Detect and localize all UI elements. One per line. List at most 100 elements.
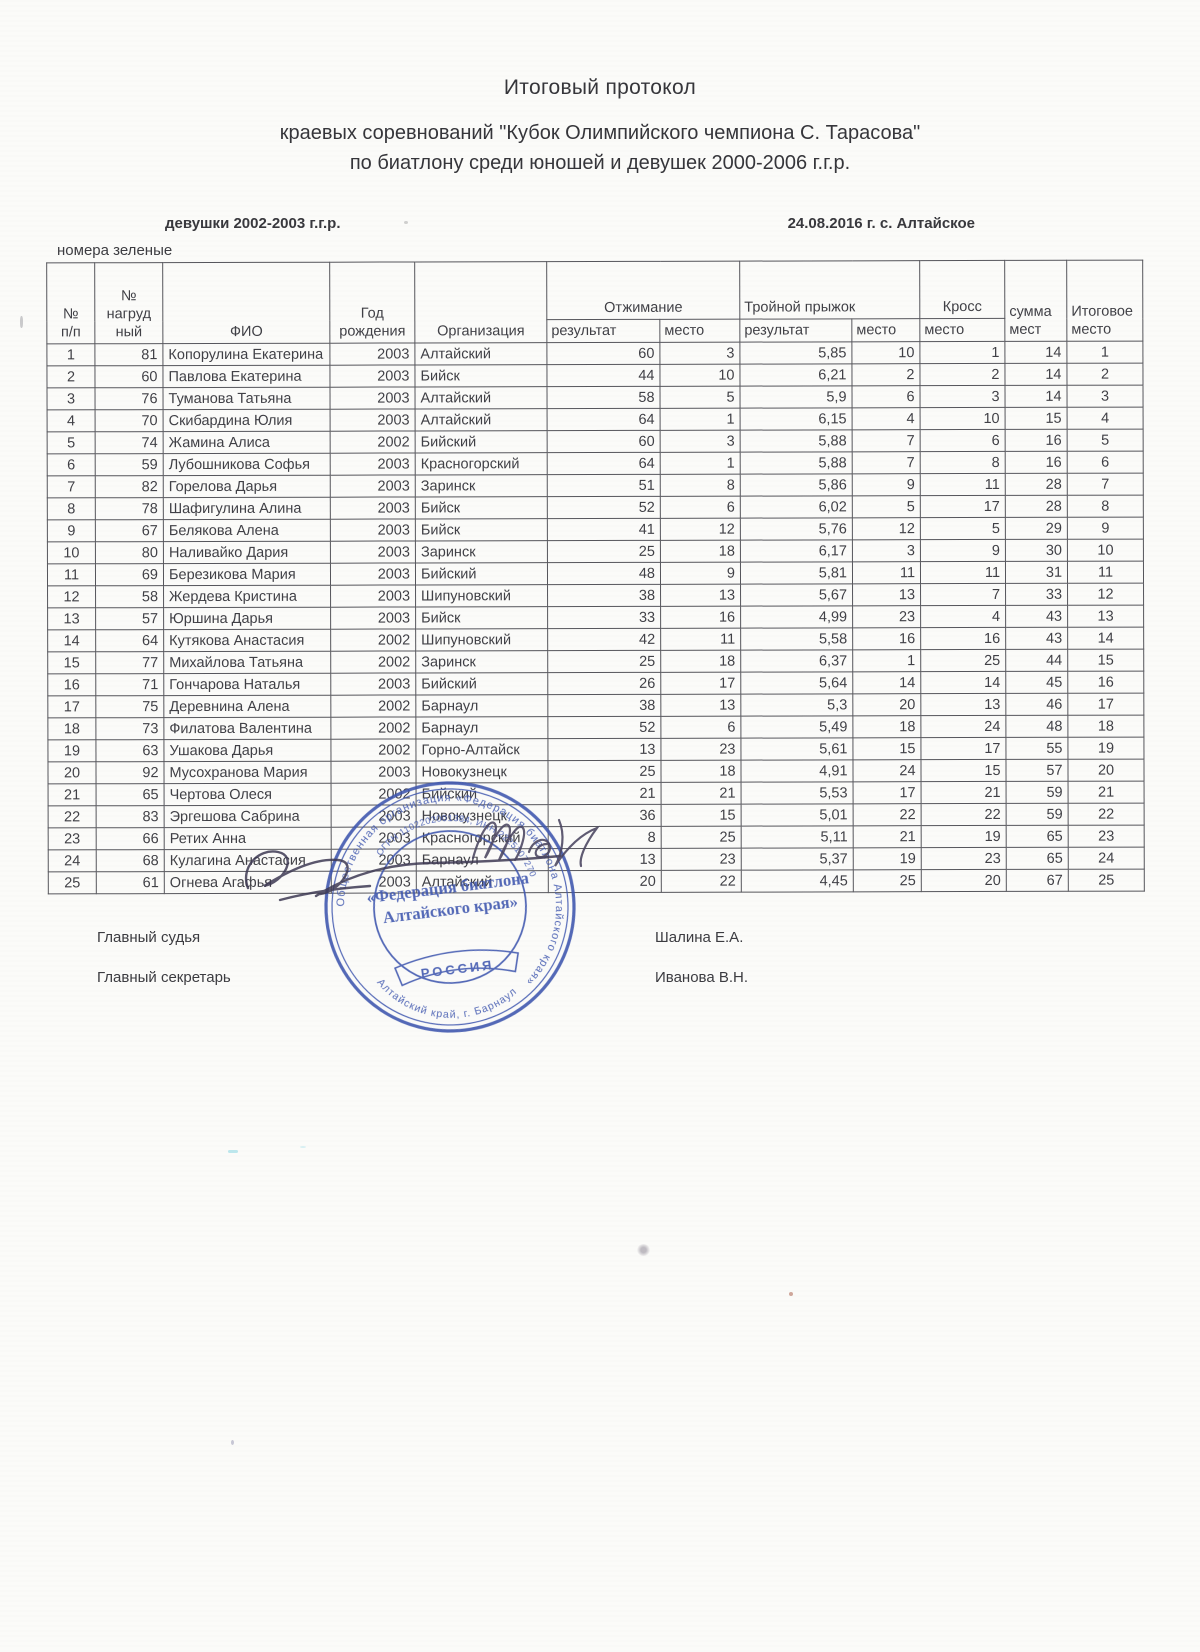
- cell-bib: 61: [96, 871, 165, 894]
- cell-bib: 57: [95, 607, 164, 630]
- cell-jump-place: 4: [852, 407, 921, 430]
- cell-cross-place: 1: [919, 341, 1005, 364]
- cell-push-place: 10: [659, 364, 741, 387]
- cell-year: 2003: [330, 563, 416, 586]
- cell-push-result: 8: [548, 826, 662, 849]
- cell-jump-place: 14: [852, 671, 921, 694]
- cell-push-result: 38: [547, 694, 661, 717]
- cell-bib: 63: [95, 739, 164, 762]
- doc-title: Итоговый протокол: [503, 76, 697, 99]
- cell-push-place: 23: [661, 848, 742, 871]
- cell-sum-places: 14: [1005, 385, 1068, 408]
- cell-final-place: 21: [1068, 781, 1145, 804]
- table-row: 14 64 Кутякова Анастасия 2002 Шипуновски…: [47, 627, 1144, 653]
- cell-bib: 92: [95, 761, 165, 784]
- cell-push-place: 5: [660, 386, 741, 409]
- cell-bib: 78: [95, 497, 164, 520]
- cell-push-result: 60: [547, 430, 661, 453]
- col-header-sum: сумма мест: [1004, 260, 1067, 342]
- cell-push-place: 18: [660, 760, 742, 783]
- cell-org: Заринск: [415, 540, 548, 564]
- cell-jump-result: 6,02: [740, 495, 853, 519]
- cell-sum-places: 44: [1005, 649, 1068, 672]
- cell-num: 19: [47, 739, 96, 763]
- cell-jump-place: 3: [852, 539, 921, 562]
- cell-name: Огнева Агафья: [164, 871, 332, 894]
- cell-year: 2003: [330, 409, 416, 432]
- official-row-secretary: Главный секретарь Иванова В.Н.: [97, 969, 1200, 987]
- cell-num: 15: [47, 651, 96, 675]
- cell-jump-result: 5,49: [740, 715, 853, 739]
- cell-num: 21: [48, 783, 97, 807]
- cell-jump-place: 1: [852, 649, 921, 672]
- cell-push-place: 12: [660, 518, 741, 541]
- col-header-final: Итоговое место: [1066, 260, 1143, 342]
- cell-push-place: 6: [660, 716, 741, 739]
- cell-cross-place: 3: [920, 385, 1006, 408]
- cell-final-place: 1: [1066, 341, 1143, 364]
- table-row: 8 78 Шафигулина Алина 2003 Бийск 52 6 6,…: [47, 495, 1144, 521]
- cell-num: 17: [47, 695, 96, 719]
- cell-jump-place: 20: [852, 693, 921, 716]
- cell-push-result: 64: [547, 408, 661, 431]
- cell-name: Мусохранова Мария: [163, 761, 332, 784]
- cell-final-place: 25: [1068, 869, 1145, 892]
- cell-org: Шипуновский: [415, 584, 548, 608]
- cell-push-place: 13: [660, 694, 741, 717]
- cell-num: 4: [47, 409, 96, 433]
- cell-jump-place: 9: [852, 473, 921, 496]
- cell-push-place: 22: [661, 870, 742, 893]
- cell-cross-place: 11: [920, 473, 1006, 496]
- cell-org: Красногорский: [415, 452, 548, 476]
- table-row: 1 81 Копорулина Екатерина 2003 Алтайский…: [46, 341, 1143, 367]
- cell-final-place: 17: [1067, 693, 1144, 716]
- cell-push-place: 23: [660, 738, 741, 761]
- cell-bib: 75: [95, 695, 164, 718]
- subcol-jump-result: результат: [739, 318, 852, 343]
- document-header: Итоговый протокол краевых соревнований "…: [0, 0, 1200, 175]
- cell-push-place: 11: [660, 628, 741, 651]
- cell-push-place: 13: [660, 584, 741, 607]
- cell-name: Кулагина Анастасия: [164, 849, 332, 872]
- cell-push-result: 36: [548, 804, 662, 827]
- cell-sum-places: 28: [1005, 495, 1068, 518]
- cell-sum-places: 45: [1005, 671, 1068, 694]
- cell-final-place: 10: [1067, 539, 1144, 562]
- doc-subtitle-1: краевых соревнований "Кубок Олимпийского…: [279, 122, 921, 144]
- cell-push-place: 18: [660, 540, 741, 563]
- subcol-pushups-place: место: [659, 319, 740, 343]
- cell-num: 20: [47, 761, 97, 785]
- cell-bib: 64: [95, 629, 164, 652]
- cell-cross-place: 20: [921, 869, 1007, 892]
- cell-bib: 68: [96, 849, 165, 872]
- cell-year: 2003: [329, 365, 416, 388]
- cell-org: Бийск: [415, 606, 548, 630]
- cell-push-result: 64: [547, 452, 661, 475]
- cell-jump-place: 16: [852, 627, 921, 650]
- cell-year: 2003: [330, 453, 416, 476]
- cell-jump-result: 6,15: [740, 407, 853, 431]
- cell-jump-result: 5,58: [740, 627, 853, 651]
- cell-jump-place: 13: [852, 583, 921, 606]
- cell-year: 2002: [331, 783, 417, 806]
- cell-bib: 73: [95, 717, 164, 740]
- cell-final-place: 16: [1067, 671, 1144, 694]
- cell-final-place: 20: [1067, 759, 1145, 782]
- cell-sum-places: 16: [1005, 451, 1068, 474]
- cell-push-result: 41: [547, 518, 661, 541]
- col-header-org: Организация: [414, 261, 547, 344]
- cell-cross-place: 22: [921, 803, 1007, 826]
- cell-push-place: 3: [659, 342, 740, 365]
- cell-jump-result: 5,85: [739, 341, 852, 365]
- cell-num: 25: [48, 871, 97, 895]
- cell-year: 2003: [330, 497, 416, 520]
- cell-year: 2003: [331, 849, 417, 872]
- cell-final-place: 19: [1067, 737, 1144, 760]
- cell-cross-place: 5: [920, 517, 1006, 540]
- official-role: Главный судья: [97, 929, 201, 947]
- cell-cross-place: 8: [920, 451, 1006, 474]
- cell-sum-places: 65: [1006, 825, 1069, 848]
- cell-push-result: 48: [547, 562, 661, 585]
- cell-jump-place: 25: [853, 869, 922, 892]
- cell-num: 14: [47, 629, 96, 653]
